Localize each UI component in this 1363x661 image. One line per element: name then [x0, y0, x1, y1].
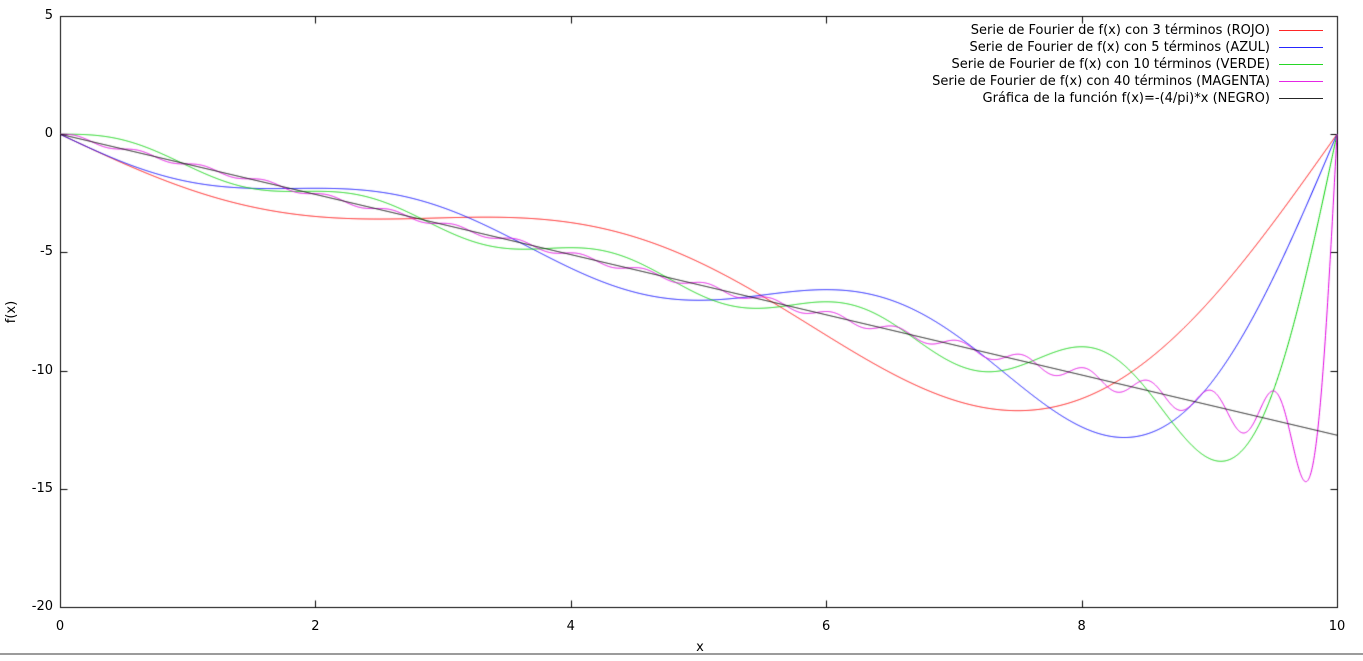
legend-label-green: Serie de Fourier de f(x) con 10 términos… [951, 57, 1270, 72]
x-tick-label: 8 [1077, 619, 1086, 634]
window-bottom-edge [0, 653, 1363, 655]
legend-line-sample-blue [1279, 47, 1323, 48]
legend-entry-red: Serie de Fourier de f(x) con 3 términos … [932, 22, 1323, 39]
y-axis-label: f(x) [4, 300, 19, 324]
legend-entry-blue: Serie de Fourier de f(x) con 5 términos … [932, 39, 1323, 56]
legend-entry-green: Serie de Fourier de f(x) con 10 términos… [932, 56, 1323, 73]
x-tick-label: 2 [311, 619, 320, 634]
legend-label-red: Serie de Fourier de f(x) con 3 términos … [970, 23, 1270, 38]
y-tick-label: 5 [44, 8, 53, 23]
legend-line-sample-green [1279, 64, 1323, 65]
legend-label-blue: Serie de Fourier de f(x) con 5 términos … [969, 40, 1270, 55]
y-tick-label: -5 [40, 244, 53, 260]
legend-label-magenta: Serie de Fourier de f(x) con 40 términos… [932, 74, 1270, 89]
x-tick-label: 4 [566, 619, 575, 634]
y-tick-label: 0 [44, 126, 53, 142]
x-tick-label: 0 [55, 619, 65, 634]
legend-entry-black: Gráfica de la función f(x)=-(4/pi)*x (NE… [932, 90, 1323, 107]
legend-line-sample-magenta [1279, 81, 1323, 82]
legend-entry-magenta: Serie de Fourier de f(x) con 40 términos… [932, 73, 1323, 90]
x-tick-label: 6 [822, 619, 831, 634]
y-tick-label: -15 [31, 480, 53, 496]
legend-line-sample-red [1279, 30, 1323, 31]
x-tick-label: 10 [1328, 619, 1346, 634]
y-tick-label: -20 [31, 599, 53, 614]
legend-label-black: Gráfica de la función f(x)=-(4/pi)*x (NE… [982, 91, 1270, 106]
x-axis-label: x [696, 640, 704, 655]
legend-line-sample-black [1279, 98, 1323, 99]
legend: Serie de Fourier de f(x) con 3 términos … [932, 22, 1323, 107]
y-tick-label: -10 [31, 362, 53, 378]
